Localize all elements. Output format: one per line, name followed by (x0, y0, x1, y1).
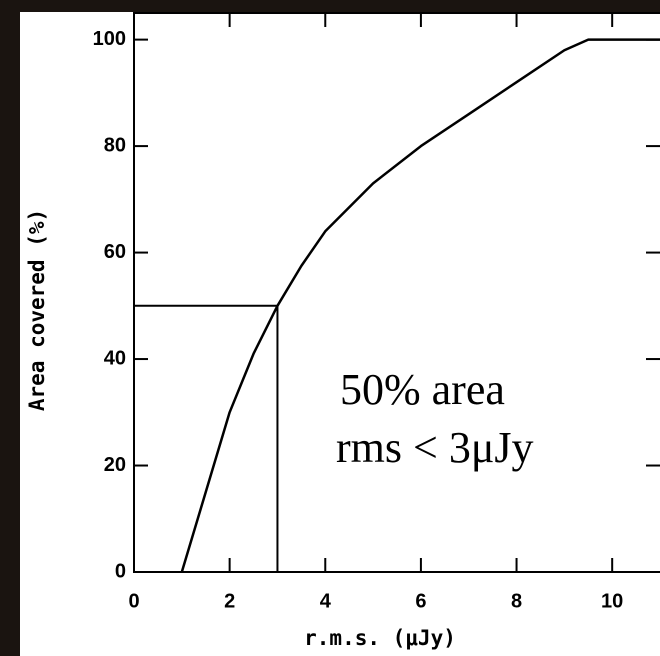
x-axis-label: r.m.s. (μJy) (304, 626, 456, 650)
y-tick-label: 40 (104, 347, 126, 369)
x-tick-label: 0 (128, 590, 139, 612)
plot-frame (133, 12, 660, 573)
y-tick-label: 20 (104, 454, 126, 476)
x-tick-label: 2 (224, 590, 235, 612)
y-axis-label: Area covered (%) (25, 209, 49, 411)
y-tick-label: 100 (93, 28, 126, 50)
annotation: rms < 3μJy (336, 423, 534, 472)
plot-panel (20, 12, 660, 656)
y-tick-label: 0 (115, 560, 126, 582)
y-tick-label: 60 (104, 241, 126, 263)
annotation: 50% area (340, 365, 505, 414)
y-tick-label: 80 (104, 134, 126, 156)
data-line (180, 38, 660, 573)
x-tick-label: 10 (601, 590, 623, 612)
x-tick-label: 8 (511, 590, 522, 612)
x-tick-label: 6 (415, 590, 426, 612)
x-tick-label: 4 (320, 590, 332, 612)
